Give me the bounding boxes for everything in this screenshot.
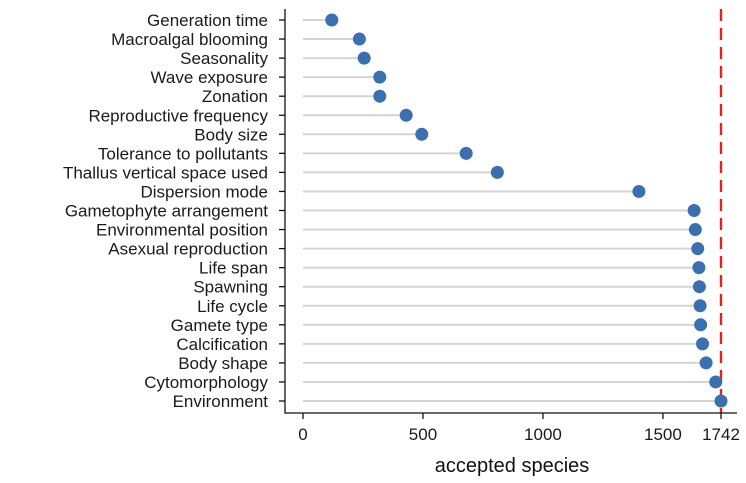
category-label: Gamete type [171,316,268,335]
axes-layer [279,9,737,414]
points-layer [325,13,728,408]
category-label: Environmental position [96,221,268,240]
category-label: Spawning [193,278,268,297]
point-1 [352,32,366,46]
point-20 [714,394,728,408]
stems-layer [303,19,721,402]
category-label: Life cycle [197,297,268,316]
point-4 [373,89,387,103]
x-tick-label: 0 [298,425,307,444]
x-ticks-layer: 0 500 1000 1500 1742 [298,413,740,444]
point-6 [415,127,429,141]
x-tick-label: 1742 [702,425,740,444]
point-17 [696,337,710,351]
category-label: Wave exposure [151,68,268,87]
point-15 [693,299,707,313]
point-8 [490,165,504,179]
x-tick-label: 500 [409,425,437,444]
point-12 [691,242,705,256]
category-label: Environment [173,392,269,411]
category-label: Dispersion mode [140,182,268,201]
category-label: Gametophyte arrangement [65,202,268,221]
point-10 [687,204,701,217]
category-label: Cytomorphology [144,373,268,392]
x-tick-label: 1500 [644,425,682,444]
category-label: Body shape [178,354,268,373]
category-label: Body size [194,125,268,144]
category-label: Tolerance to pollutants [98,144,268,163]
category-label: Calcification [176,335,268,354]
point-2 [357,51,371,65]
point-11 [688,223,702,237]
category-label: Asexual reproduction [108,240,268,259]
point-7 [459,146,473,160]
x-tick-label: 1000 [524,425,562,444]
category-label: Generation time [147,11,268,30]
point-3 [373,70,387,84]
category-label: Reproductive frequency [88,106,268,125]
category-label: Macroalgal blooming [111,30,268,49]
point-18 [699,356,713,370]
point-19 [709,375,723,389]
point-16 [694,318,708,332]
category-label: Zonation [202,87,268,106]
x-axis-title: accepted species [435,455,590,477]
point-9 [632,184,646,198]
category-label: Seasonality [180,49,268,68]
point-14 [692,280,706,294]
category-label: Thallus vertical space used [63,163,268,182]
category-label: Life span [199,259,268,278]
point-5 [399,108,413,122]
point-0 [325,13,339,27]
point-13 [692,261,706,275]
